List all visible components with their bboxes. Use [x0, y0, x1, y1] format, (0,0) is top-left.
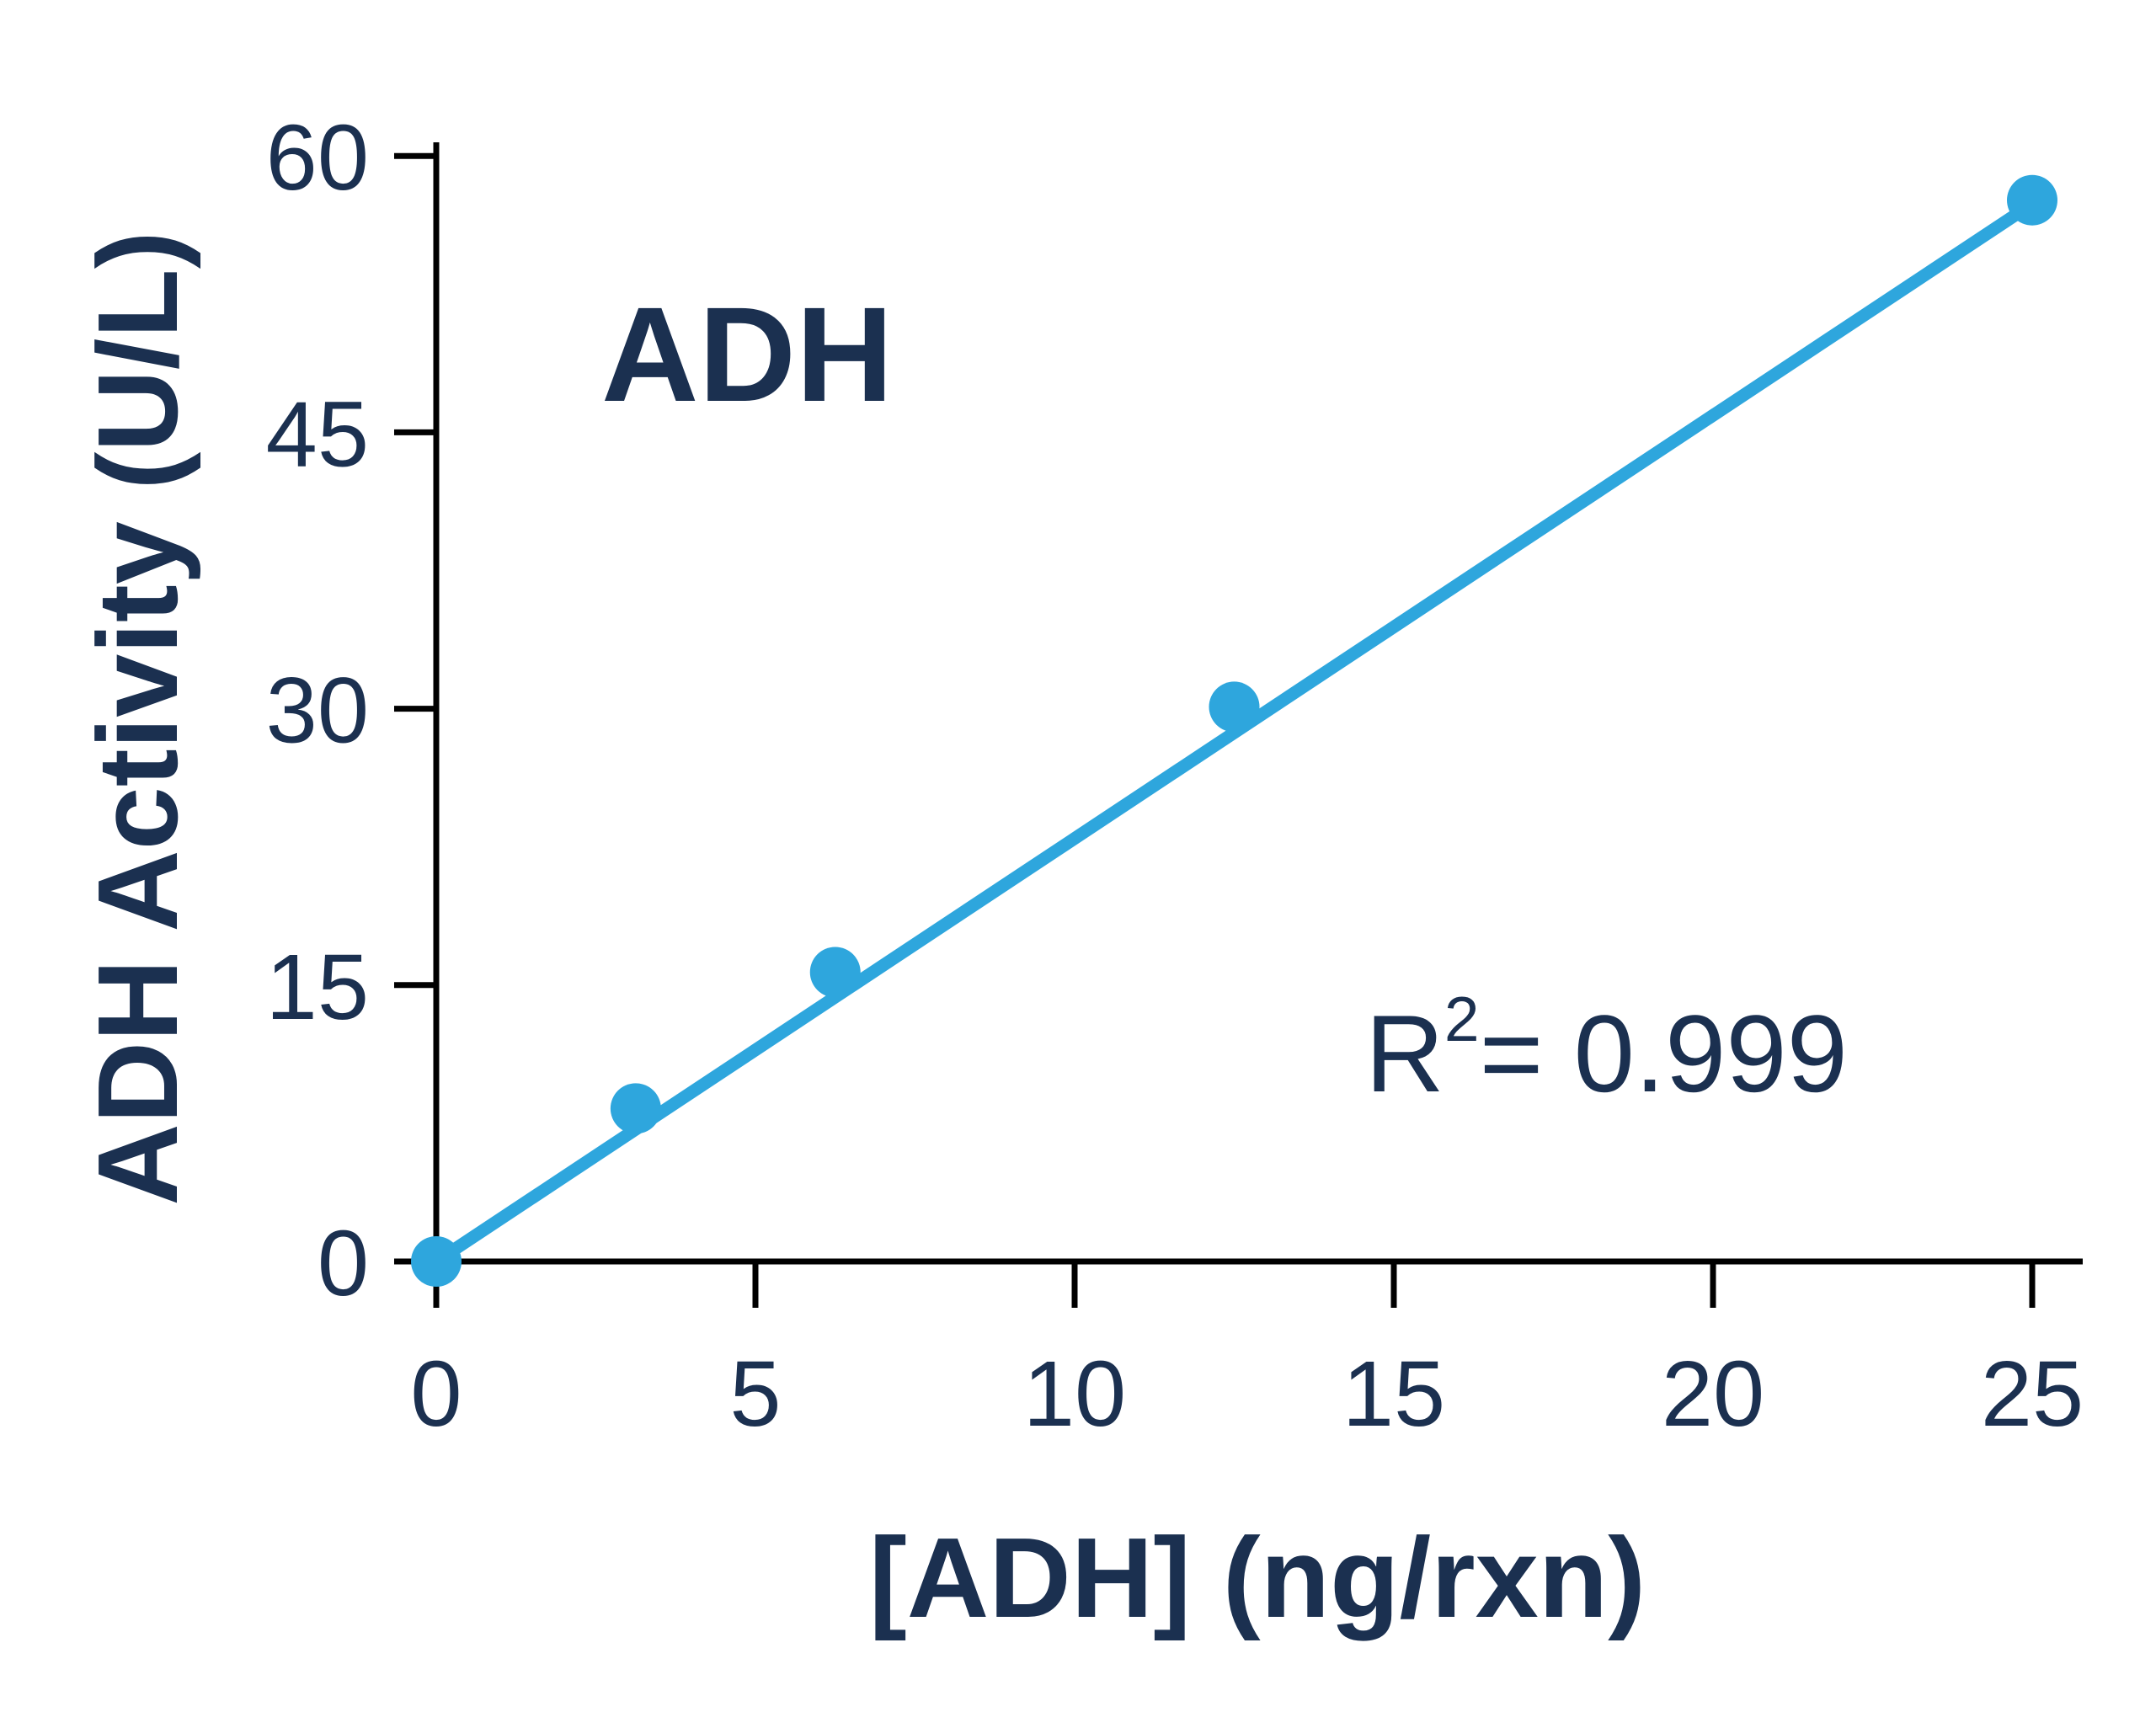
x-tick-label: 20: [1662, 1342, 1764, 1446]
data-point: [411, 1236, 462, 1287]
chart-title: ADH: [601, 279, 894, 429]
y-tick-label: 45: [266, 382, 369, 486]
r-superscript: 2: [1444, 984, 1480, 1054]
y-axis-label: ADH Activity (U/L): [74, 231, 201, 1206]
data-marks: [411, 174, 2057, 1287]
x-tick-label: 10: [1023, 1342, 1126, 1446]
x-tick-label: 15: [1342, 1342, 1445, 1446]
x-tick-label: 0: [410, 1342, 462, 1446]
fit-line: [430, 197, 2039, 1268]
x-axis-label: [ADH] (ng/rxn): [869, 1514, 1646, 1641]
y-tick-label: 15: [266, 936, 369, 1039]
r-squared-annotation: R2= 0.999: [1365, 984, 1848, 1115]
r-label: R: [1365, 992, 1444, 1115]
x-tick-label: 5: [729, 1342, 781, 1446]
y-tick-label: 0: [318, 1212, 369, 1315]
y-tick-label: 60: [266, 106, 369, 210]
data-point: [809, 947, 861, 998]
data-point: [2007, 174, 2057, 226]
r-value: = 0.999: [1480, 992, 1848, 1115]
data-point: [1209, 681, 1260, 733]
y-tick-label: 30: [266, 659, 369, 763]
x-tick-label: 25: [1981, 1342, 2084, 1446]
data-point: [610, 1083, 661, 1134]
axes: 0 15 30 45 60 0 5 10 15 20 25: [266, 106, 2084, 1446]
